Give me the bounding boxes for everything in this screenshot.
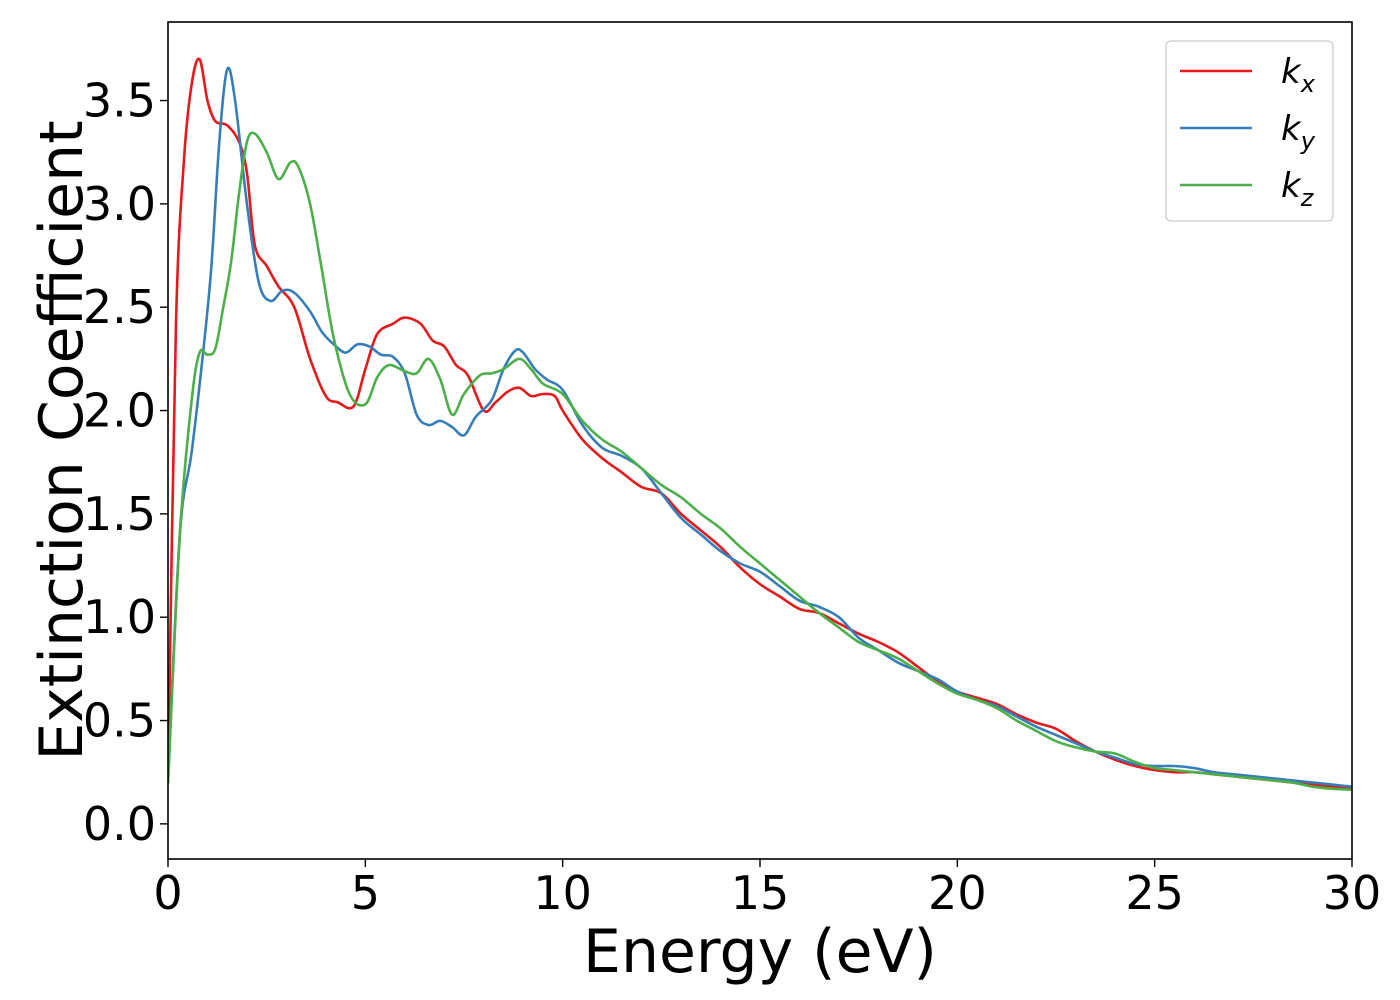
y-tick-label: 2.5 xyxy=(83,280,156,334)
y-tick-label: 2.0 xyxy=(83,384,156,438)
x-tick-label: 5 xyxy=(351,866,380,920)
y-tick-label: 3.5 xyxy=(83,74,156,128)
legend-box xyxy=(1165,40,1334,222)
series-line-kz xyxy=(168,131,1352,792)
x-tick-label: 25 xyxy=(1125,866,1184,920)
x-axis-ticks: 0 5 10 15 20 25 30 xyxy=(153,859,1381,920)
x-tick-label: 15 xyxy=(731,866,790,920)
y-tick-label: 0.5 xyxy=(83,694,156,748)
series-layer xyxy=(168,57,1352,792)
x-tick-label: 0 xyxy=(153,866,182,920)
y-tick-label: 1.5 xyxy=(83,487,156,541)
y-axis-label: Extinction Coefficient xyxy=(27,120,97,760)
legend-label-ky: ky xyxy=(1281,109,1316,155)
x-axis-label: Energy (eV) xyxy=(583,917,937,987)
legend-label-kz: kz xyxy=(1281,166,1315,212)
y-tick-label: 1.0 xyxy=(83,590,156,644)
x-tick-label: 10 xyxy=(533,866,592,920)
y-tick-label: 0.0 xyxy=(83,797,156,851)
y-tick-label: 3.0 xyxy=(83,177,156,231)
y-axis-ticks: 0.0 0.5 1.0 1.5 2.0 2.5 3.0 3.5 xyxy=(83,74,168,851)
x-tick-label: 20 xyxy=(928,866,987,920)
x-tick-label: 30 xyxy=(1323,866,1382,920)
